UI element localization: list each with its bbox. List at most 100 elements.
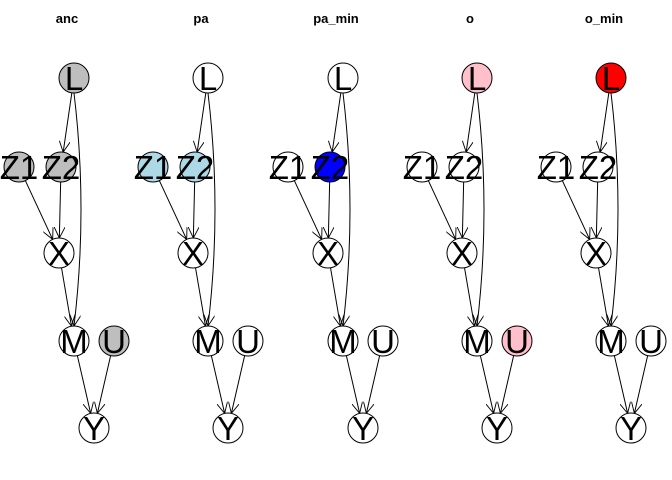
node-m-circle (58, 325, 90, 357)
edge-u-y (634, 355, 649, 414)
node-y-label: Y (217, 410, 239, 447)
node-u-label: U (371, 323, 395, 360)
node-y-label: Y (83, 410, 105, 447)
edge-m-y (210, 355, 224, 414)
node-l-label: L (65, 60, 83, 97)
node-u-circle (501, 325, 533, 357)
node-z2-label: Z2 (445, 149, 484, 186)
node-m-circle (595, 325, 627, 357)
edge-z2-x (328, 181, 329, 238)
node-z1-label: Z1 (0, 149, 38, 186)
panel-o: o L Z1 Z2 X M U Y (403, 11, 533, 447)
node-l-circle (461, 62, 493, 94)
edge-l-z2 (332, 92, 342, 152)
edge-m-y (76, 355, 90, 414)
edge-z1-x (24, 180, 52, 240)
node-x-circle (446, 237, 478, 269)
node-x-label: X (48, 235, 70, 272)
node-m-label: M (463, 323, 491, 360)
node-u-label: U (236, 323, 260, 360)
edge-l-m (611, 92, 619, 326)
edge-z2-x (462, 181, 463, 238)
panel-title: o (466, 11, 474, 26)
node-l-circle (327, 62, 359, 94)
node-z1-label: Z1 (403, 149, 442, 186)
edge-m-y (479, 355, 493, 414)
node-l-label: L (468, 60, 486, 97)
node-x-circle (43, 237, 75, 269)
edge-z2-x (193, 181, 194, 238)
node-z2-circle (45, 151, 77, 183)
node-m-label: M (60, 323, 88, 360)
edge-l-m (208, 92, 216, 326)
node-z1-circle (406, 151, 438, 183)
node-z2-circle (179, 151, 211, 183)
panel-title: anc (56, 11, 78, 26)
edge-x-m (330, 267, 341, 326)
node-u-label: U (639, 323, 663, 360)
node-z2-circle (314, 151, 346, 183)
node-z2-label: Z2 (176, 149, 215, 186)
node-l-circle (58, 62, 90, 94)
node-y-label: Y (486, 410, 508, 447)
node-z2-label: Z2 (579, 149, 618, 186)
node-z2-label: Z2 (42, 149, 81, 186)
edge-x-m (598, 267, 609, 326)
node-m-circle (327, 325, 359, 357)
node-y-label: Y (352, 410, 374, 447)
edge-z1-x (293, 180, 321, 240)
node-y-circle (347, 412, 379, 444)
node-m-label: M (329, 323, 357, 360)
panel-anc: anc L Z1 Z2 X M U Y (0, 11, 130, 447)
edge-z1-x (561, 180, 589, 240)
edge-z2-x (59, 181, 60, 238)
node-m-circle (461, 325, 493, 357)
node-x-circle (177, 237, 209, 269)
panel-title: pa_min (313, 11, 359, 26)
panel-pa: pa L Z1 Z2 X M U Y (134, 11, 264, 447)
edge-l-m (74, 92, 82, 326)
node-m-label: M (194, 323, 222, 360)
edge-u-y (97, 355, 112, 414)
panel-pa-min: pa_min L Z1 Z2 X M U Y (269, 11, 399, 447)
node-z2-circle (582, 151, 614, 183)
edge-l-z2 (197, 92, 207, 152)
node-y-circle (212, 412, 244, 444)
edge-l-m (343, 92, 351, 326)
edge-m-y (345, 355, 359, 414)
node-u-label: U (102, 323, 126, 360)
node-z1-label: Z1 (537, 149, 576, 186)
edge-x-m (464, 267, 475, 326)
edge-x-m (195, 267, 206, 326)
node-y-circle (481, 412, 513, 444)
edge-z1-x (427, 180, 455, 240)
node-x-label: X (317, 235, 339, 272)
edge-z2-x (596, 181, 597, 238)
edge-l-m (477, 92, 485, 326)
node-u-circle (367, 325, 399, 357)
edge-l-z2 (600, 92, 610, 152)
node-m-circle (192, 325, 224, 357)
node-x-label: X (451, 235, 473, 272)
node-z1-label: Z1 (269, 149, 308, 186)
node-l-label: L (602, 60, 620, 97)
panel-title: o_min (585, 11, 623, 26)
panel-title: pa (193, 11, 209, 26)
edge-x-m (61, 267, 72, 326)
node-z2-label: Z2 (311, 149, 350, 186)
node-m-label: M (597, 323, 625, 360)
node-l-label: L (199, 60, 217, 97)
node-z1-circle (3, 151, 35, 183)
edge-l-z2 (63, 92, 73, 152)
node-z1-circle (272, 151, 304, 183)
node-y-circle (615, 412, 647, 444)
node-u-circle (232, 325, 264, 357)
node-u-circle (98, 325, 130, 357)
node-l-circle (595, 62, 627, 94)
panel-o-min: o_min L Z1 Z2 X M U Y (537, 11, 667, 447)
edge-l-z2 (466, 92, 476, 152)
node-l-circle (192, 62, 224, 94)
edge-u-y (500, 355, 515, 414)
